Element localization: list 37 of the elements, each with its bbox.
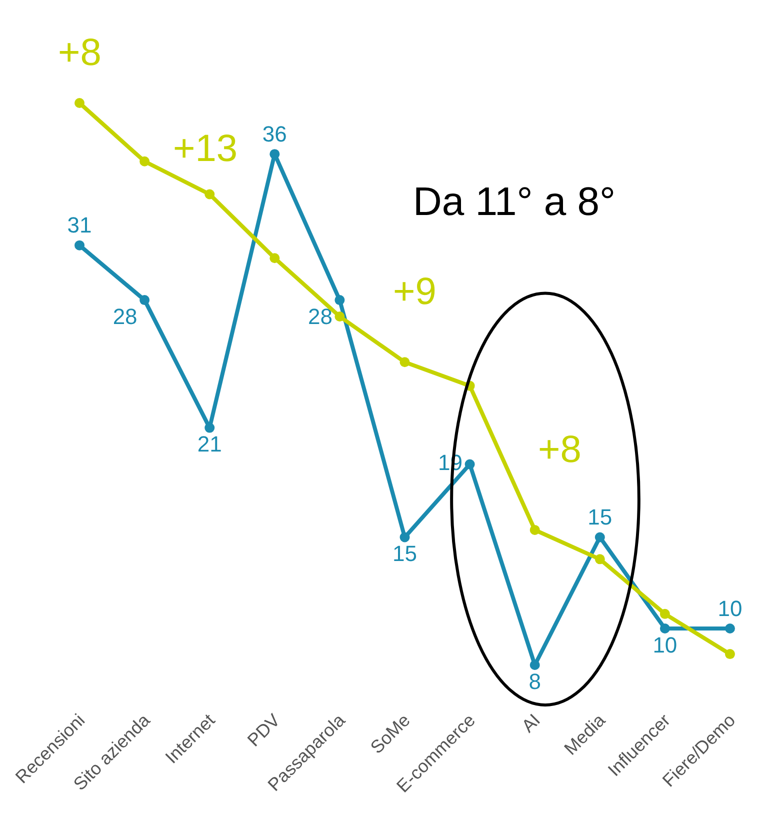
annotation: +8 (538, 429, 582, 471)
point (74, 98, 85, 108)
point (140, 295, 150, 306)
point (204, 422, 215, 433)
data-label: 15 (392, 541, 417, 566)
data-label: 10 (652, 632, 678, 658)
data-label: 10 (718, 596, 742, 621)
point (660, 624, 670, 634)
point (204, 189, 215, 200)
data-label: 8 (528, 668, 541, 694)
point (530, 660, 540, 670)
data-label: 21 (197, 432, 222, 457)
point (74, 240, 85, 250)
point (594, 532, 605, 542)
x-tick-label: AI (518, 710, 544, 736)
point (594, 554, 605, 564)
data-label: 28 (308, 304, 332, 329)
annotation: +13 (173, 128, 238, 170)
point (270, 253, 280, 264)
annotation: +9 (393, 271, 436, 313)
point (464, 459, 475, 470)
point (400, 357, 410, 368)
point (660, 608, 670, 619)
point (334, 295, 345, 306)
point (724, 624, 735, 634)
point (334, 311, 345, 322)
point (724, 649, 735, 660)
point (400, 532, 410, 542)
annotation: Da 11° a 8° (413, 180, 616, 224)
annotation: +8 (58, 32, 102, 74)
data-label: 31 (67, 212, 92, 238)
point (270, 149, 280, 160)
data-label: 28 (112, 304, 138, 329)
point (530, 524, 540, 535)
data-label: 15 (588, 504, 612, 530)
data-label: 36 (262, 121, 287, 146)
point (140, 156, 150, 166)
